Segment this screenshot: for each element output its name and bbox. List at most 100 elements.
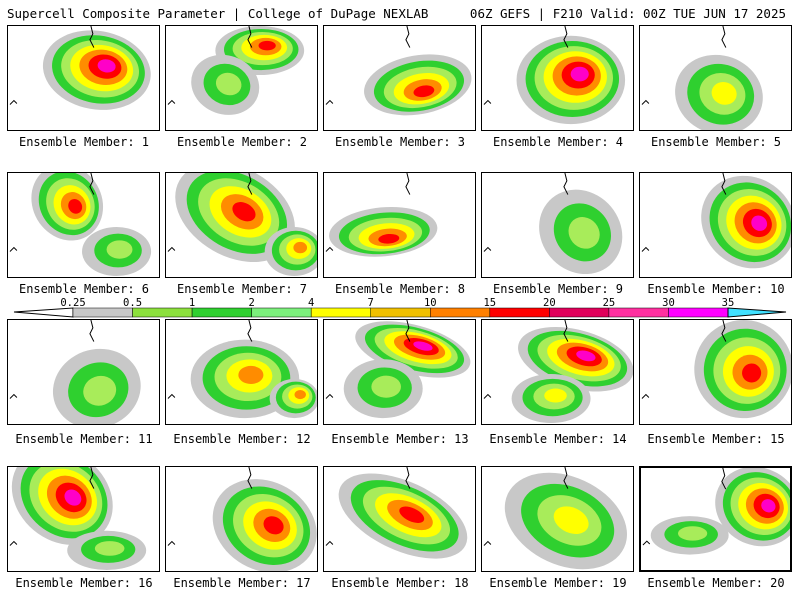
scp-contour: [258, 40, 276, 51]
ensemble-panel-4[interactable]: [481, 25, 634, 131]
coastline: [483, 467, 569, 546]
member-caption: Ensemble Member: 12: [173, 432, 311, 446]
ensemble-panel-16[interactable]: [7, 466, 160, 572]
ensemble-panel-9[interactable]: [481, 172, 634, 278]
coastline: [325, 26, 411, 105]
member-caption: Ensemble Member: 8: [334, 282, 466, 296]
scp-field-map: [483, 320, 633, 424]
scp-contour: [576, 350, 596, 362]
ensemble-panel-3[interactable]: [323, 25, 476, 131]
scp-contour: [553, 506, 589, 534]
member-caption: Ensemble Member: 6: [18, 282, 150, 296]
coastline: [325, 467, 411, 546]
legend-tick-label: 0.25: [60, 297, 86, 309]
scp-field-map: [325, 26, 472, 116]
ensemble-panel-14[interactable]: [481, 319, 634, 425]
legend-color-bin: [549, 307, 610, 318]
scp-field-map: [483, 467, 627, 570]
member-caption: Ensemble Member: 9: [492, 282, 624, 296]
scp-contour: [399, 506, 425, 523]
scp-contour: [94, 541, 125, 556]
scp-contour: [761, 499, 776, 513]
legend-tick-label: 7: [367, 297, 374, 309]
ensemble-panel-11[interactable]: [7, 319, 160, 425]
ensemble-panel-5[interactable]: [639, 25, 792, 131]
ensemble-panel-15[interactable]: [639, 319, 792, 425]
ensemble-panel-17[interactable]: [165, 466, 318, 572]
legend-color-bin: [489, 307, 550, 318]
coastline: [9, 467, 95, 546]
scp-field-map: [641, 26, 763, 130]
member-caption: Ensemble Member: 1: [18, 135, 150, 149]
scp-contour: [742, 363, 762, 383]
legend-color-bin: [191, 307, 252, 318]
coastline: [483, 26, 569, 105]
scp-contour: [83, 375, 117, 406]
legend-arrow-low: [13, 307, 74, 318]
ensemble-panel-2[interactable]: [165, 25, 318, 131]
ensemble-panel-7[interactable]: [165, 172, 318, 278]
ensemble-panel-1[interactable]: [7, 25, 160, 131]
scp-contour: [413, 341, 433, 351]
scp-field-map: [9, 173, 152, 277]
coastline: [641, 26, 727, 105]
scp-contour: [232, 202, 256, 222]
ensemble-panel-10[interactable]: [639, 172, 792, 278]
member-caption: Ensemble Member: 2: [176, 135, 308, 149]
member-caption: Ensemble Member: 16: [15, 576, 153, 590]
member-caption: Ensemble Member: 13: [331, 432, 469, 446]
scp-field-map: [325, 173, 438, 257]
scp-contour: [371, 375, 401, 398]
coastline: [9, 26, 95, 105]
scp-field-map: [9, 26, 151, 110]
legend-color-bin: [72, 307, 133, 318]
ensemble-panel-12[interactable]: [165, 319, 318, 425]
ensemble-panel-13[interactable]: [323, 319, 476, 425]
scp-field-map: [641, 173, 791, 269]
ensemble-panel-18[interactable]: [323, 466, 476, 572]
scp-contour: [97, 59, 116, 73]
legend-color-bin: [310, 307, 371, 318]
page-title: Supercell Composite Parameter | College …: [7, 6, 429, 21]
legend-tick-label: 10: [423, 297, 437, 309]
coastline: [483, 320, 569, 399]
coastline: [9, 173, 95, 252]
coastline: [9, 320, 95, 399]
scp-field-map: [167, 320, 317, 419]
member-caption: Ensemble Member: 18: [331, 576, 469, 590]
coastline: [167, 173, 253, 252]
scp-contour: [68, 198, 83, 214]
member-caption: Ensemble Member: 17: [173, 576, 311, 590]
ensemble-panel-6[interactable]: [7, 172, 160, 278]
member-caption: Ensemble Member: 4: [492, 135, 624, 149]
scp-contour: [215, 72, 242, 96]
scp-contour: [570, 66, 589, 82]
scp-field-map: [167, 26, 305, 115]
run-valid-time: 06Z GEFS | F210 Valid: 00Z TUE JUN 17 20…: [469, 6, 786, 21]
scp-field-map: [167, 467, 317, 571]
scp-field-map: [483, 26, 626, 125]
coastline: [641, 320, 727, 399]
legend-color-bin: [608, 307, 669, 318]
legend-tick-label: 20: [543, 297, 556, 309]
scp-contour: [64, 489, 82, 506]
ensemble-panel-8[interactable]: [323, 172, 476, 278]
member-caption: Ensemble Member: 20: [647, 576, 785, 590]
coastline: [483, 173, 569, 252]
legend-color-bin: [132, 307, 193, 318]
scp-contour: [378, 233, 400, 244]
legend-tick-label: 15: [483, 297, 497, 309]
legend-tick-label: 30: [662, 297, 675, 309]
scp-field-map: [325, 467, 468, 559]
scp-contour: [568, 217, 600, 249]
ensemble-panel-20[interactable]: [639, 466, 792, 572]
scp-contour: [263, 516, 284, 535]
coastline: [167, 26, 253, 105]
scp-contour: [678, 526, 708, 541]
legend-tick-label: 25: [602, 297, 616, 309]
ensemble-panel-19[interactable]: [481, 466, 634, 572]
coastline: [325, 320, 411, 399]
coastline: [325, 173, 411, 252]
member-caption: Ensemble Member: 3: [334, 135, 466, 149]
scp-field-map: [9, 467, 147, 571]
